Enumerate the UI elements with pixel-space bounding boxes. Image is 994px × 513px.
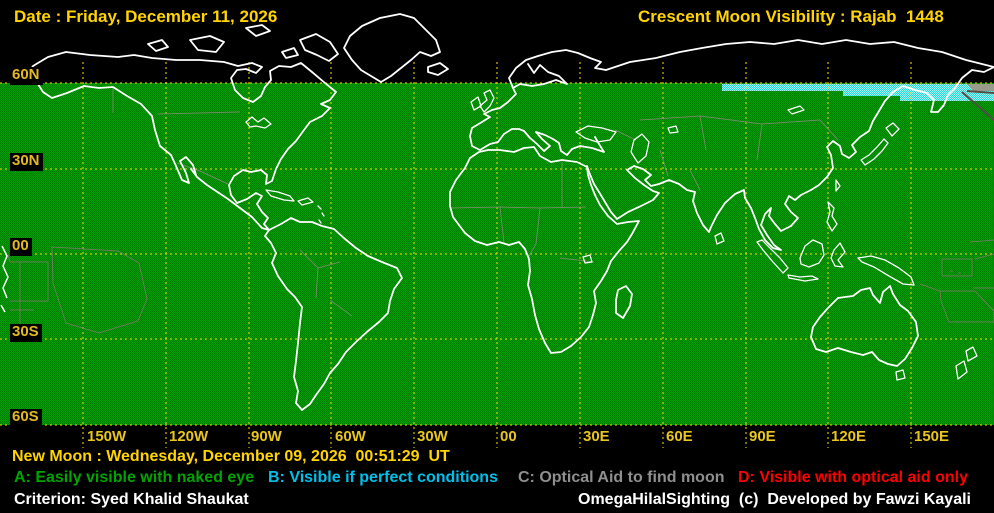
coast-tasmania-nz xyxy=(895,346,978,381)
lon-label-90w: 90W xyxy=(251,428,282,445)
coast-iceland xyxy=(427,62,449,76)
coast-north-america xyxy=(27,51,337,231)
zone-b-region xyxy=(722,84,994,101)
coast-africa xyxy=(449,146,640,354)
lat-label-60s: 60S xyxy=(10,408,42,427)
coast-europe xyxy=(469,49,607,156)
country-borders xyxy=(112,87,839,317)
black-sea xyxy=(575,125,617,143)
coast-caribbean xyxy=(265,189,325,224)
legend-zone-a: A: Easily visible with naked eye xyxy=(14,469,255,486)
coast-uk-ireland xyxy=(470,89,495,113)
lon-label-60w: 60W xyxy=(335,428,366,445)
coast-arctic-islands xyxy=(147,24,339,62)
faint-boundary-lines xyxy=(7,239,994,334)
zone-c-region xyxy=(967,84,994,91)
lat-label-30n: 30N xyxy=(10,152,43,171)
legend-zone-b: B: Visible if perfect conditions xyxy=(268,469,498,486)
coast-greenland xyxy=(343,13,441,83)
lon-label-00: 00 xyxy=(500,428,517,445)
coast-madagascar xyxy=(615,285,633,319)
zone-boundary-curve xyxy=(961,90,994,121)
coast-asia-arctic xyxy=(605,39,994,71)
coast-asia xyxy=(586,66,994,251)
date-label: Date : Friday, December 11, 2026 xyxy=(14,7,278,26)
great-lakes xyxy=(245,116,272,129)
coast-indonesia xyxy=(756,239,915,286)
coast-japan-taiwan-philippines xyxy=(826,122,900,232)
lon-label-150w: 150W xyxy=(87,428,127,445)
lon-label-30w: 30W xyxy=(417,428,448,445)
lon-label-120w: 120W xyxy=(169,428,209,445)
lat-label-30s: 30S xyxy=(10,323,42,342)
legend-zone-d: D: Visible with optical aid only xyxy=(738,469,968,486)
page-title: Crescent Moon Visibility : Rajab 1448 xyxy=(638,7,944,26)
lon-label-90e: 90E xyxy=(749,428,776,445)
map-edge-curve xyxy=(0,245,9,313)
coast-south-america xyxy=(264,217,403,411)
lakes xyxy=(582,105,805,264)
new-moon-label: New Moon : Wednesday, December 09, 2026 … xyxy=(12,448,450,465)
caspian-sea xyxy=(630,133,650,164)
legend-zone-c: C: Optical Aid to find moon xyxy=(518,469,725,486)
lon-label-150e: 150E xyxy=(914,428,950,445)
graticule xyxy=(0,62,994,448)
criterion-label: Criterion: Syed Khalid Shaukat xyxy=(14,491,249,508)
lat-label-00: 00 xyxy=(10,237,32,256)
credit-label: OmegaHilalSighting (c) Developed by Fawz… xyxy=(578,491,971,508)
coastlines xyxy=(27,13,994,411)
lat-label-60n: 60N xyxy=(10,66,43,85)
lon-label-60e: 60E xyxy=(666,428,693,445)
coast-sri-lanka xyxy=(714,232,725,245)
lon-label-30e: 30E xyxy=(583,428,610,445)
coast-australia xyxy=(810,285,919,367)
lon-label-120e: 120E xyxy=(831,428,867,445)
